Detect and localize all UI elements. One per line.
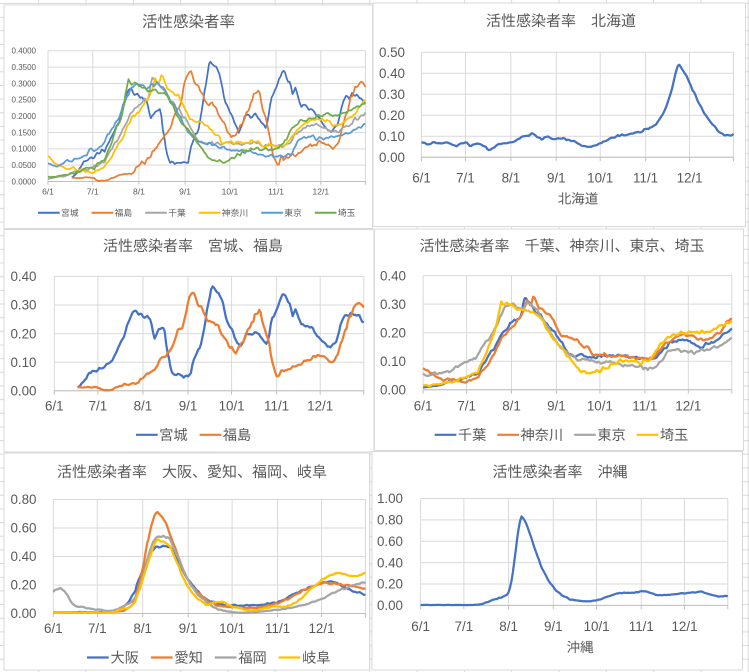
svg-text:10/1: 10/1 bbox=[219, 621, 245, 636]
svg-text:0.1500: 0.1500 bbox=[12, 128, 37, 137]
svg-text:8/1: 8/1 bbox=[502, 171, 521, 186]
svg-text:8/1: 8/1 bbox=[133, 187, 145, 197]
svg-text:11/1: 11/1 bbox=[633, 171, 658, 186]
svg-text:0.3500: 0.3500 bbox=[12, 63, 37, 72]
svg-text:0.20: 0.20 bbox=[10, 326, 36, 341]
svg-text:12/1: 12/1 bbox=[308, 621, 334, 636]
svg-text:7/1: 7/1 bbox=[88, 621, 107, 636]
svg-text:0.00: 0.00 bbox=[379, 150, 405, 165]
svg-text:0.2000: 0.2000 bbox=[12, 112, 37, 121]
svg-text:0.20: 0.20 bbox=[379, 108, 405, 123]
svg-text:0.10: 0.10 bbox=[10, 355, 36, 370]
svg-text:12/1: 12/1 bbox=[307, 398, 333, 413]
svg-text:0.00: 0.00 bbox=[380, 383, 406, 398]
svg-text:11/1: 11/1 bbox=[265, 621, 290, 636]
svg-text:0.4000: 0.4000 bbox=[12, 47, 37, 56]
svg-text:7/1: 7/1 bbox=[457, 398, 476, 413]
svg-text:0.20: 0.20 bbox=[377, 577, 403, 592]
svg-text:0.80: 0.80 bbox=[10, 492, 36, 507]
svg-text:0.1000: 0.1000 bbox=[12, 145, 37, 154]
svg-text:0.0500: 0.0500 bbox=[12, 161, 37, 170]
svg-text:0.60: 0.60 bbox=[377, 534, 403, 549]
svg-text:12/1: 12/1 bbox=[675, 398, 701, 413]
svg-text:0.60: 0.60 bbox=[10, 521, 36, 536]
svg-text:10/1: 10/1 bbox=[222, 187, 239, 197]
svg-text:1.00: 1.00 bbox=[377, 491, 403, 506]
svg-text:0.10: 0.10 bbox=[380, 354, 406, 369]
svg-text:0.40: 0.40 bbox=[380, 268, 406, 283]
svg-text:11/1: 11/1 bbox=[632, 398, 657, 413]
svg-text:9/1: 9/1 bbox=[547, 398, 566, 413]
svg-text:6/1: 6/1 bbox=[45, 398, 64, 413]
svg-text:10/1: 10/1 bbox=[584, 619, 610, 634]
svg-text:0.0000: 0.0000 bbox=[12, 177, 37, 186]
svg-text:10/1: 10/1 bbox=[219, 398, 245, 413]
svg-text:9/1: 9/1 bbox=[179, 398, 198, 413]
svg-text:0.40: 0.40 bbox=[10, 269, 36, 284]
svg-text:12/1: 12/1 bbox=[671, 619, 697, 634]
svg-text:0.30: 0.30 bbox=[10, 298, 36, 313]
svg-text:0.40: 0.40 bbox=[377, 555, 403, 570]
svg-text:7/1: 7/1 bbox=[87, 187, 99, 197]
svg-text:11/1: 11/1 bbox=[268, 187, 284, 197]
svg-text:6/1: 6/1 bbox=[42, 187, 54, 197]
svg-text:0.40: 0.40 bbox=[10, 549, 36, 564]
svg-text:11/1: 11/1 bbox=[629, 619, 654, 634]
svg-text:7/1: 7/1 bbox=[455, 619, 474, 634]
svg-text:0.00: 0.00 bbox=[377, 598, 403, 613]
svg-text:12/1: 12/1 bbox=[313, 187, 330, 197]
svg-text:8/1: 8/1 bbox=[499, 619, 518, 634]
svg-text:9/1: 9/1 bbox=[547, 171, 566, 186]
svg-text:0.3000: 0.3000 bbox=[12, 79, 37, 88]
svg-text:9/1: 9/1 bbox=[544, 619, 563, 634]
svg-text:6/1: 6/1 bbox=[414, 398, 433, 413]
svg-text:11/1: 11/1 bbox=[264, 398, 289, 413]
svg-text:8/1: 8/1 bbox=[133, 621, 152, 636]
svg-text:6/1: 6/1 bbox=[411, 619, 430, 634]
svg-text:10/1: 10/1 bbox=[587, 171, 613, 186]
svg-text:9/1: 9/1 bbox=[179, 621, 198, 636]
svg-text:7/1: 7/1 bbox=[89, 398, 108, 413]
svg-text:0.30: 0.30 bbox=[380, 297, 406, 312]
svg-text:0.20: 0.20 bbox=[380, 325, 406, 340]
svg-text:12/1: 12/1 bbox=[677, 171, 703, 186]
svg-text:0.10: 0.10 bbox=[379, 129, 405, 144]
svg-text:0.80: 0.80 bbox=[377, 513, 403, 528]
svg-text:0.2500: 0.2500 bbox=[12, 96, 37, 105]
svg-text:0.40: 0.40 bbox=[379, 66, 405, 81]
svg-text:10/1: 10/1 bbox=[587, 398, 613, 413]
svg-text:0.00: 0.00 bbox=[10, 384, 36, 399]
svg-text:0.50: 0.50 bbox=[379, 45, 405, 60]
svg-text:9/1: 9/1 bbox=[179, 187, 191, 197]
svg-text:8/1: 8/1 bbox=[134, 398, 153, 413]
svg-text:6/1: 6/1 bbox=[44, 621, 63, 636]
svg-text:0.00: 0.00 bbox=[10, 606, 36, 621]
svg-text:7/1: 7/1 bbox=[456, 171, 475, 186]
svg-text:0.20: 0.20 bbox=[10, 578, 36, 593]
svg-text:8/1: 8/1 bbox=[502, 398, 521, 413]
svg-text:6/1: 6/1 bbox=[412, 171, 431, 186]
svg-text:0.30: 0.30 bbox=[379, 87, 405, 102]
